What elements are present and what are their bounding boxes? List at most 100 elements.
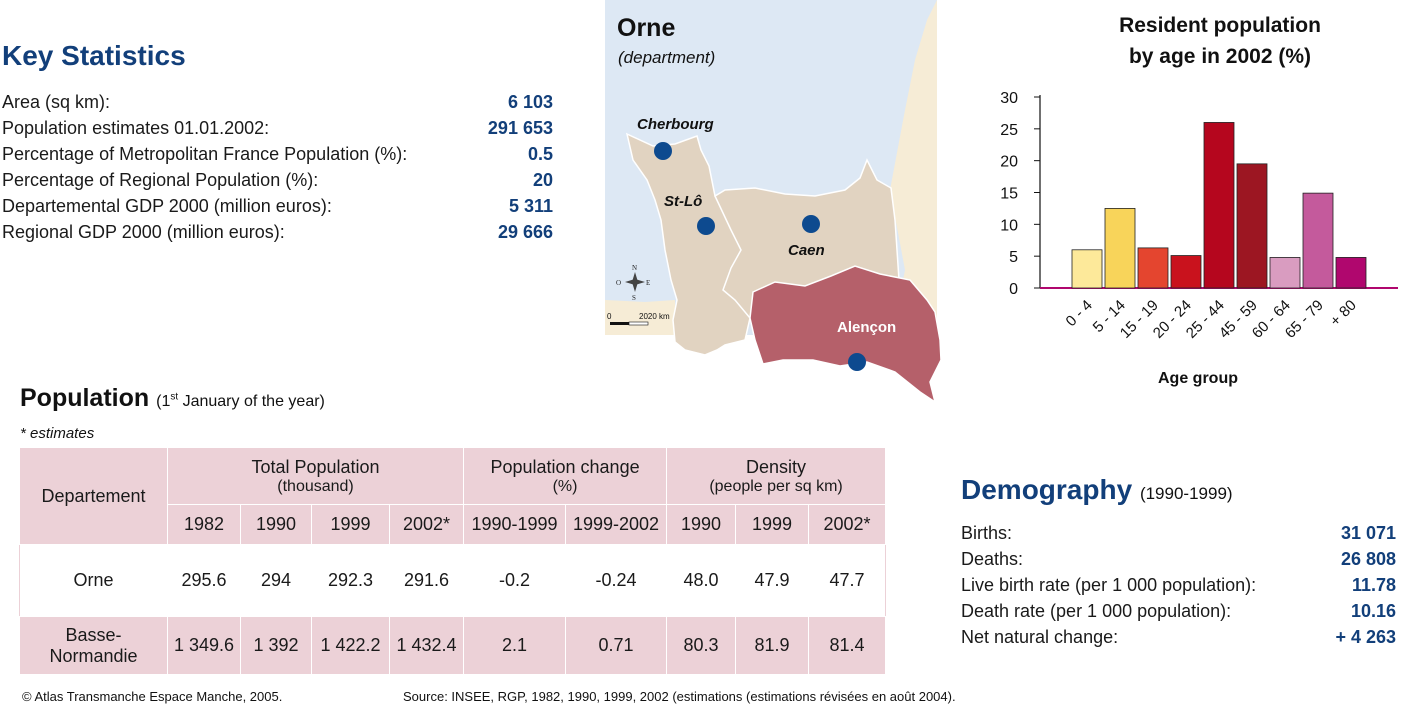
note-post: January of the year) (178, 393, 325, 410)
demo-row-natural-change: Net natural change: + 4 263 (961, 624, 1396, 650)
table-cell: 81.9 (735, 616, 810, 675)
compass-rose-icon: N S E O (616, 264, 650, 302)
y-tick-label: 5 (1009, 249, 1018, 266)
chart-y-ticks: 0 5 10 15 20 25 30 (1000, 90, 1040, 298)
stat-row-metropolitan-share: Percentage of Metropolitan France Popula… (2, 141, 553, 167)
estimates-note: * estimates (20, 425, 95, 442)
y-tick-label: 15 (1000, 186, 1018, 203)
table-cell: -0.2 (463, 544, 567, 617)
header-total-population: Total Population (thousand) (166, 447, 465, 505)
group-label: Density (746, 456, 807, 477)
year-header: 1990 (240, 504, 312, 545)
city-label-caen: Caen (788, 242, 825, 259)
city-dot-alencon (848, 353, 866, 371)
table-cell: 295.6 (167, 544, 241, 617)
table-cell: 47.7 (808, 544, 887, 617)
group-sub: (%) (552, 477, 578, 495)
year-header: 2002* (808, 504, 887, 545)
y-tick-label: 25 (1000, 122, 1018, 139)
table-year-row: 1982 1990 1999 2002* 1990-1999 1999-2002… (20, 504, 887, 545)
stat-label: Population estimates 01.01.2002: (2, 118, 270, 138)
population-title-text: Population (20, 384, 150, 412)
stat-row-regional-gdp: Regional GDP 2000 (million euros): 29 66… (2, 219, 553, 245)
row-name: Basse- Normandie (19, 616, 168, 675)
y-tick-label: 10 (1000, 217, 1018, 234)
stat-value: 29 666 (497, 222, 553, 242)
compass-e: E (646, 279, 650, 287)
group-sub: (thousand) (277, 477, 354, 495)
year-header: 1999 (311, 504, 390, 545)
scale-start: 0 (607, 312, 612, 321)
population-title-note: (1st January of the year) (156, 391, 325, 410)
year-header: 1982 (167, 504, 241, 545)
row-name-line-1: Basse- (65, 624, 122, 645)
table-row: Orne 295.6 294 292.3 291.6 -0.2 -0.24 48… (19, 544, 887, 617)
demo-label: Deaths: (961, 549, 1024, 569)
compass-o: O (616, 279, 621, 287)
table-cell: 0.71 (565, 616, 668, 675)
year-header: 1999 (735, 504, 810, 545)
demo-value: 11.78 (1351, 575, 1396, 595)
year-header: 2002* (388, 504, 465, 545)
city-label-cherbourg: Cherbourg (637, 116, 714, 133)
table-cell: 1 432.4 (388, 616, 465, 675)
chart-x-axis-label: Age group (1158, 370, 1238, 387)
scale-bar: 0 2020 km (607, 312, 670, 326)
stat-value: 20 (532, 170, 553, 190)
header-departement: Departement (19, 447, 168, 545)
group-label: Total Population (251, 456, 380, 477)
stat-label: Percentage of Metropolitan France Popula… (2, 144, 408, 164)
demo-label: Births: (961, 523, 1013, 543)
table-cell: 1 349.6 (167, 616, 241, 675)
year-header: 1990-1999 (463, 504, 567, 545)
stat-value: 5 311 (508, 196, 553, 216)
row-name-line-2: Normandie (49, 645, 138, 666)
stat-label: Regional GDP 2000 (million euros): (2, 222, 285, 242)
demo-row-death-rate: Death rate (per 1 000 population): 10.16 (961, 598, 1396, 624)
neighbour-land (890, 0, 937, 335)
bar-7 (1302, 192, 1334, 289)
table-cell: 291.6 (388, 544, 465, 617)
demo-value: 31 071 (1340, 523, 1396, 543)
demography-title: Demography (1990-1999) (961, 474, 1233, 506)
table-cell: 2.1 (463, 616, 567, 675)
y-tick-label: 30 (1000, 90, 1018, 107)
y-tick-label: 0 (1009, 281, 1018, 298)
bar-5 (1236, 163, 1268, 289)
table-cell: 292.3 (311, 544, 390, 617)
city-label-saint-lo: St-Lô (664, 193, 703, 210)
bar-4 (1203, 122, 1235, 289)
bar-6 (1269, 257, 1301, 289)
city-dot-cherbourg (654, 142, 672, 160)
demo-value: + 4 263 (1335, 627, 1396, 647)
header-population-change: Population change (%) (463, 447, 668, 505)
demo-label: Net natural change: (961, 627, 1119, 647)
copyright-note: © Atlas Transmanche Espace Manche, 2005. (22, 689, 283, 704)
map-title: Orne (617, 14, 676, 42)
demo-value: 10.16 (1350, 601, 1396, 621)
stat-value: 6 103 (507, 92, 553, 112)
demography-note: (1990-1999) (1139, 484, 1233, 503)
bar-1 (1104, 208, 1136, 289)
demography-title-text: Demography (961, 474, 1133, 505)
table-cell: 1 422.2 (311, 616, 390, 675)
stat-value: 291 653 (487, 118, 553, 138)
table-header-row: Departement Total Population (thousand) P… (19, 447, 887, 545)
table-cell: 81.4 (808, 616, 887, 675)
row-name: Orne (19, 544, 168, 617)
note-sup: st (170, 391, 179, 403)
stat-row-area: Area (sq km): 6 103 (2, 89, 553, 115)
stat-row-regional-share: Percentage of Regional Population (%): 2… (2, 167, 553, 193)
compass-n: N (632, 264, 637, 272)
table-cell: 47.9 (735, 544, 810, 617)
scale-end: 2020 km (639, 312, 670, 321)
demo-label: Live birth rate (per 1 000 population): (961, 575, 1257, 595)
stat-label: Area (sq km): (2, 92, 111, 112)
border-line (714, 195, 751, 319)
population-title: Population (1st January of the year) (20, 384, 325, 413)
year-header: 1999-2002 (565, 504, 668, 545)
note-pre: (1 (156, 393, 171, 410)
table-cell: 48.0 (666, 544, 737, 617)
